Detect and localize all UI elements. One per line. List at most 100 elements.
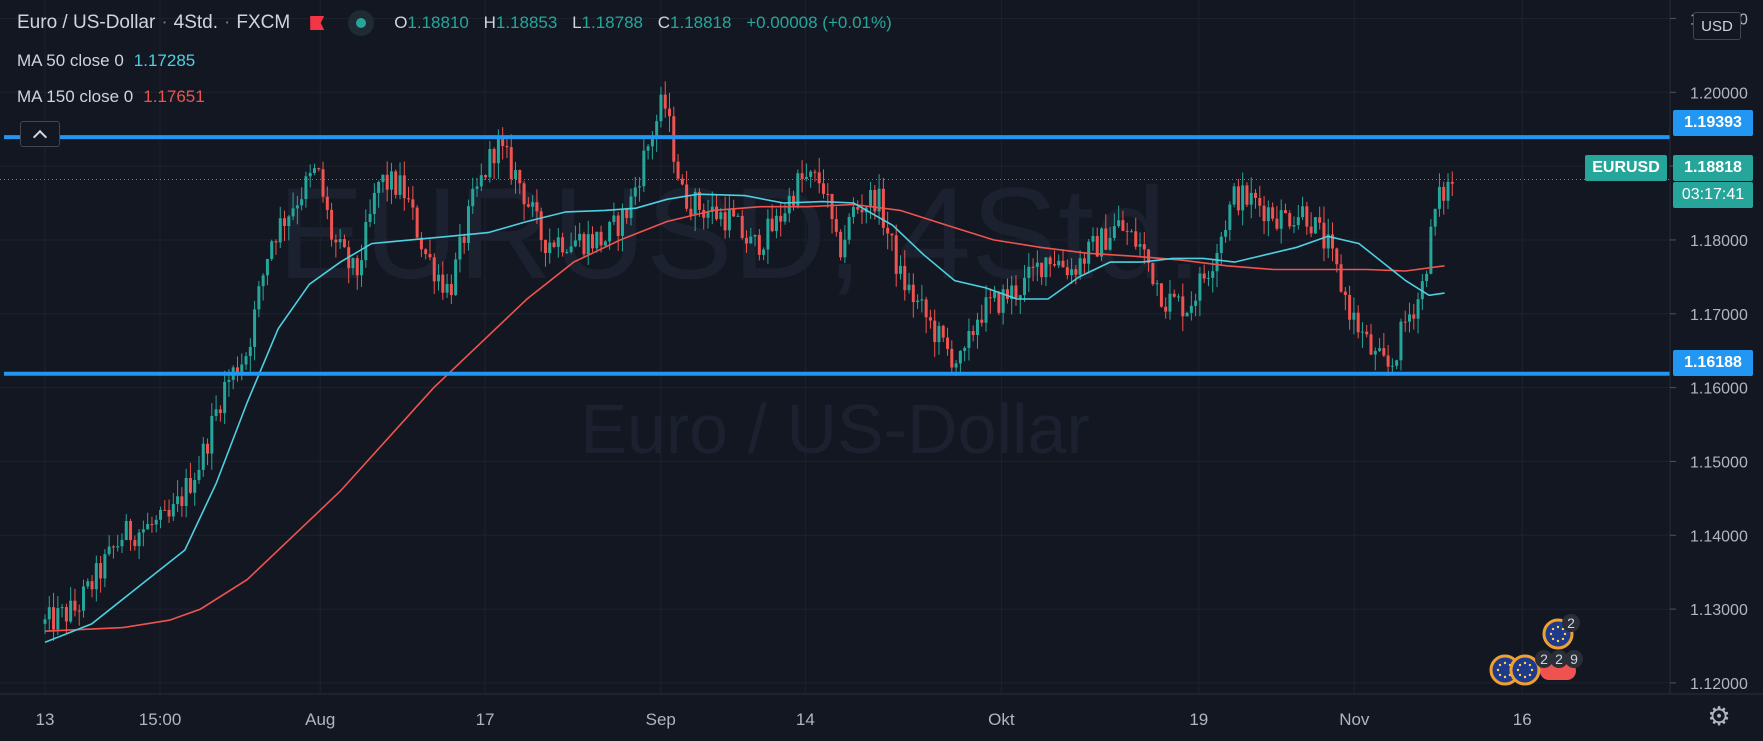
bar-countdown-tag: 03:17:41	[1673, 182, 1753, 208]
watermark-description: Euro / US-Dollar	[580, 390, 1090, 468]
flag-star	[1518, 673, 1522, 677]
collapse-legend-button[interactable]	[20, 121, 60, 147]
candle-body	[629, 196, 633, 219]
candle-body	[963, 347, 967, 351]
symbol-legend[interactable]: Euro / US-Dollar · 4Std. · FXCM O1.18810…	[17, 10, 902, 36]
candle-body	[1052, 264, 1056, 266]
candle-body	[150, 524, 154, 526]
eu-flag-icon[interactable]	[1509, 654, 1541, 686]
candle-body	[1433, 208, 1437, 227]
candle-body	[372, 192, 376, 214]
candle-body	[595, 231, 599, 249]
candle-body	[1027, 266, 1031, 278]
time-tick-label: Nov	[1339, 710, 1370, 729]
candle-body	[206, 443, 210, 454]
flag-star	[1518, 663, 1522, 667]
candle-body	[518, 169, 522, 184]
candle-body	[1408, 314, 1412, 322]
candle-body	[514, 169, 518, 179]
flag-star	[1556, 625, 1560, 629]
time-axis-bg[interactable]	[0, 694, 1763, 741]
chevron-up-icon	[32, 129, 48, 144]
market-status-dot	[356, 18, 367, 28]
candle-body	[1117, 220, 1121, 227]
candle-body	[60, 607, 64, 609]
ma150-label: MA 150 close 0	[17, 87, 134, 106]
candle-body	[869, 190, 873, 208]
candle-body	[1309, 226, 1313, 234]
candle-body	[933, 320, 937, 343]
candle-body	[1206, 277, 1210, 279]
candle-body	[1390, 365, 1394, 367]
candle-body	[663, 94, 667, 109]
watermark-symbol: EURUSD, 4Std.	[278, 160, 1203, 306]
candle-body	[1040, 262, 1044, 278]
candle-body	[1450, 181, 1454, 184]
candle-body	[877, 188, 881, 212]
candle-body	[377, 181, 381, 193]
candle-body	[193, 480, 197, 493]
candle-body	[1318, 217, 1322, 223]
us-flag-icon[interactable]	[1540, 662, 1576, 680]
event-count-badge	[1550, 650, 1568, 668]
ma150-legend[interactable]: MA 150 close 0 1.17651	[17, 87, 205, 107]
candle-body	[283, 218, 287, 227]
candle-body	[993, 291, 997, 298]
currency-button[interactable]: USD	[1693, 12, 1741, 40]
candle-body	[1403, 321, 1407, 323]
candle-body	[270, 241, 274, 260]
candle-body	[334, 239, 338, 243]
candle-body	[1437, 186, 1441, 209]
candle-body	[697, 191, 701, 210]
ma50-label: MA 50 close 0	[17, 51, 124, 70]
candle-body	[826, 193, 830, 195]
gear-icon[interactable]: ⚙	[1707, 701, 1731, 731]
candle-body	[304, 176, 308, 200]
candle-body	[1112, 226, 1116, 238]
candle-body	[1365, 331, 1369, 335]
candle-body	[646, 146, 650, 151]
candle-body	[415, 207, 419, 238]
market-status-icon[interactable]	[348, 10, 375, 36]
candle-body	[56, 608, 60, 630]
candle-body	[1001, 289, 1005, 313]
time-tick-label: 15:00	[139, 710, 182, 729]
candle-body	[608, 222, 612, 242]
candle-body	[1254, 192, 1258, 199]
candle-body	[941, 325, 945, 338]
close-label: C	[657, 13, 671, 32]
candle-body	[770, 218, 774, 232]
candle-body	[693, 191, 697, 216]
time-tick-label: 16	[1513, 710, 1532, 729]
flag-star	[1551, 627, 1555, 631]
ma50-legend[interactable]: MA 50 close 0 1.17285	[17, 51, 195, 71]
candle-body	[90, 581, 94, 590]
candle-body	[43, 619, 47, 624]
flag-star	[1496, 668, 1500, 672]
candle-body	[445, 283, 449, 293]
candle-body	[1241, 185, 1245, 211]
candle-body	[817, 172, 821, 184]
candle-body	[1070, 269, 1074, 276]
candle-body	[214, 409, 218, 416]
flag-icon[interactable]	[310, 16, 325, 30]
candle-body	[1386, 355, 1390, 367]
candle-body	[449, 283, 453, 296]
price-tick-label: 1.20000	[1690, 85, 1748, 102]
candle-body	[398, 175, 402, 195]
candle-body	[52, 607, 56, 630]
candle-body	[856, 207, 860, 210]
candle-body	[997, 291, 1001, 313]
candle-body	[1292, 225, 1296, 227]
candle-body	[171, 504, 175, 517]
candle-body	[762, 249, 766, 255]
candle-body	[1129, 231, 1133, 233]
price-tick-label: 1.18000	[1690, 233, 1748, 250]
candle-body	[988, 297, 992, 299]
ohlc-values: O1.18810 H1.18853 L1.18788 C1.18818 +0.0…	[394, 13, 902, 33]
candle-body	[201, 443, 205, 470]
candle-body	[526, 204, 530, 207]
candle-body	[937, 325, 941, 343]
candle-body	[603, 241, 607, 246]
